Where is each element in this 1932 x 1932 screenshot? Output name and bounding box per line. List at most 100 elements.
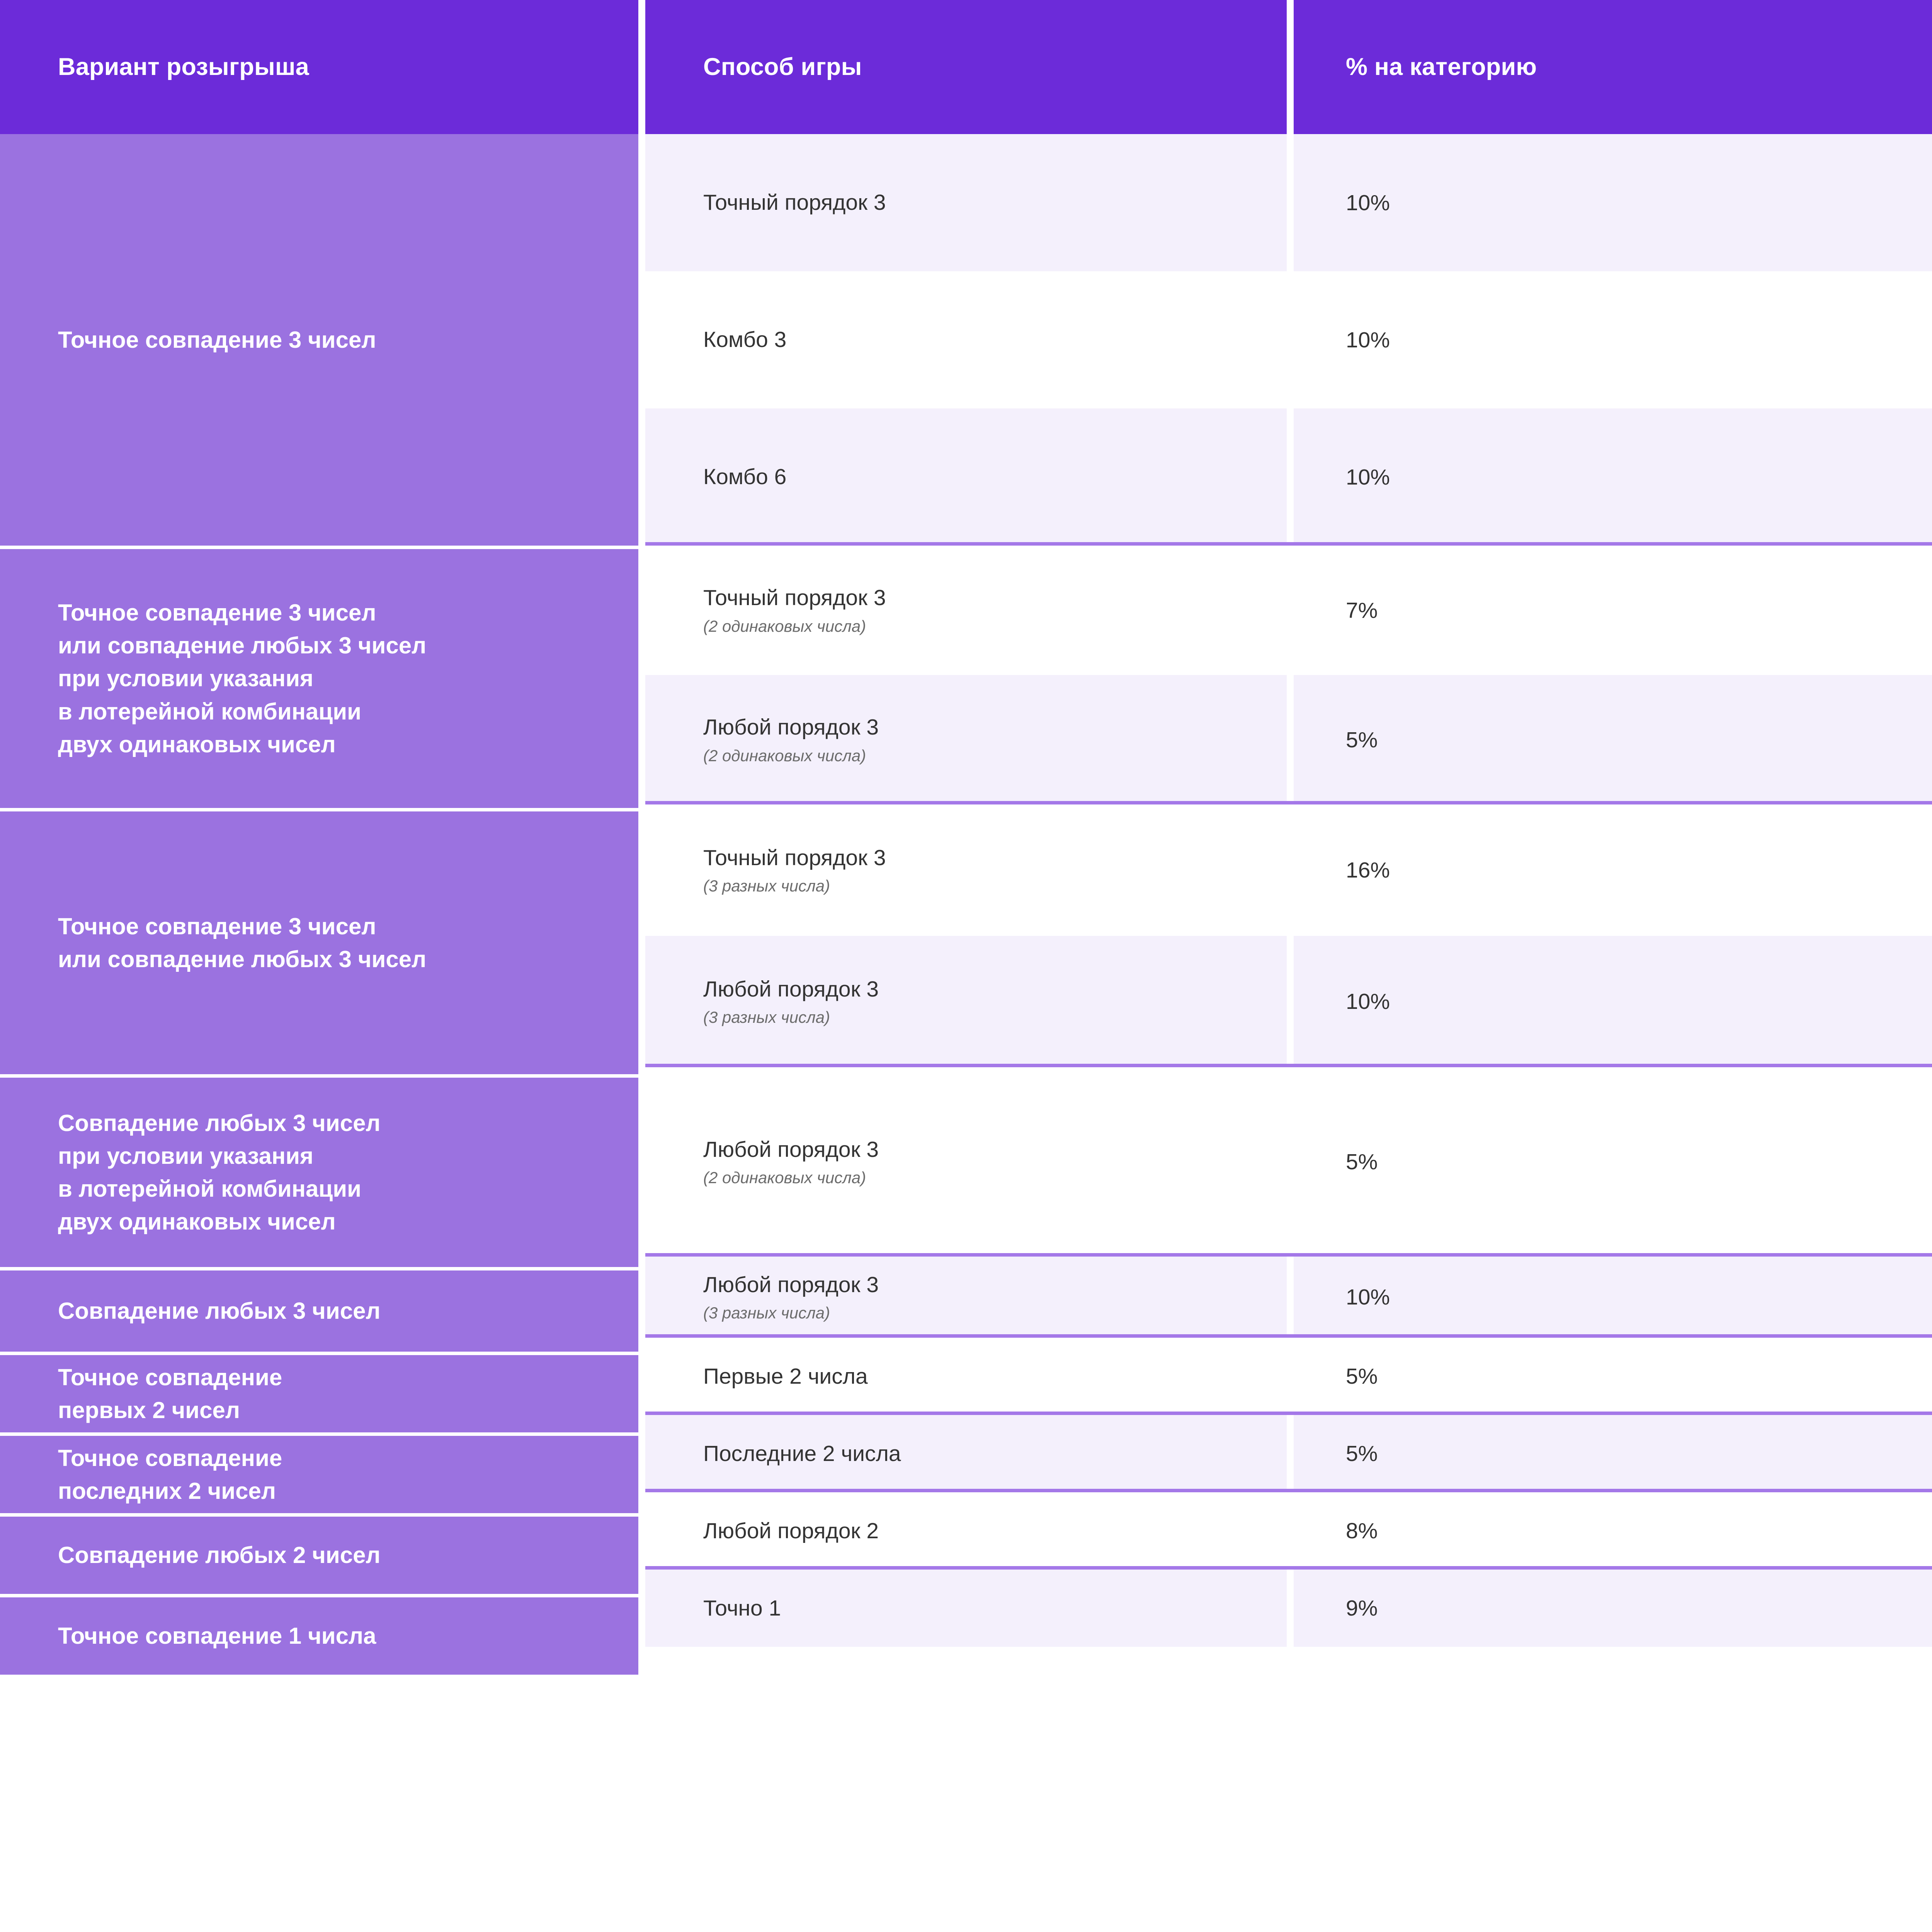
table-row: Любой порядок 3 (3 разных числа) 10% [645,1257,1932,1338]
category-cell: Совпадение любых 3 чисел [0,1270,638,1352]
category-cell: Точное совпадение первых 2 чисел [0,1355,638,1432]
method-label: Точный порядок 3 [703,585,886,611]
percent-cell: 7% [1294,546,1932,675]
method-label: Любой порядок 3 [703,976,879,1002]
cell-gutter [1287,1338,1294,1415]
method-cell: Любой порядок 3 (2 одинаковых числа) [645,675,1287,804]
method-cell: Любой порядок 2 [645,1492,1287,1570]
table-body: Точное совпадение 3 чисел Точный порядок … [0,134,1932,1932]
category-cell: Точное совпадение последних 2 чисел [0,1436,638,1513]
method-cell: Точно 1 [645,1570,1287,1647]
method-note: (3 разных числа) [703,1008,830,1026]
cell-gutter [1287,675,1294,804]
method-cell: Последние 2 числа [645,1415,1287,1492]
method-label: Комбо 3 [703,327,787,352]
category-label: Совпадение любых 2 чисел [58,1542,381,1568]
method-cell: Точный порядок 3 (2 одинаковых числа) [645,546,1287,675]
percent-value: 5% [1346,1441,1378,1466]
group-separator [645,801,1932,804]
header-label-method: Способ игры [703,53,862,81]
percent-value: 10% [1346,327,1390,352]
method-cell: Комбо 3 [645,271,1287,408]
table-row: Последние 2 числа 5% [645,1415,1932,1492]
percent-cell: 10% [1294,134,1932,271]
percent-value: 7% [1346,598,1378,623]
table-row: Любой порядок 3 (2 одинаковых числа) 5% [645,1067,1932,1257]
method-note: (2 одинаковых числа) [703,746,866,765]
percent-value: 10% [1346,464,1390,490]
cell-gutter [1287,1570,1294,1647]
category-cell: Совпадение любых 2 чисел [0,1517,638,1594]
percent-cell: 5% [1294,1067,1932,1257]
category-label: Точное совпадение последних 2 чисел [58,1445,282,1504]
method-cell: Любой порядок 3 (3 разных числа) [645,936,1287,1067]
group-separator [645,1489,1932,1492]
percent-value: 5% [1346,1364,1378,1389]
method-cell: Точный порядок 3 (3 разных числа) [645,804,1287,936]
table-row: Любой порядок 2 8% [645,1492,1932,1570]
method-label: Точный порядок 3 [703,845,886,870]
method-cell: Любой порядок 3 (2 одинаковых числа) [645,1067,1287,1257]
percent-value: 5% [1346,1150,1378,1174]
group-separator [645,1253,1932,1257]
percent-value: 10% [1346,989,1390,1014]
category-cell: Точное совпадение 1 числа [0,1597,638,1675]
table-row: Точно 1 9% [645,1570,1932,1647]
table-row: Комбо 3 10% [645,271,1932,408]
percent-cell: 5% [1294,1415,1932,1492]
percent-cell: 5% [1294,1338,1932,1415]
table-row: Комбо 6 10% [645,408,1932,546]
percent-cell: 9% [1294,1570,1932,1647]
table-row: Первые 2 числа 5% [645,1338,1932,1415]
percent-value: 8% [1346,1519,1378,1543]
header-label-percent: % на категорию [1346,53,1537,81]
percent-value: 9% [1346,1596,1378,1621]
category-label: Точное совпадение 3 чисел [58,327,376,353]
group-separator [645,1064,1932,1067]
cell-gutter [1287,134,1294,271]
method-label: Любой порядок 2 [703,1518,879,1543]
table-row: Любой порядок 3 (2 одинаковых числа) 5% [645,675,1932,804]
method-note: (2 одинаковых числа) [703,1168,866,1187]
category-label: Точное совпадение 3 чисел или совпадение… [58,600,427,757]
cell-gutter [1287,408,1294,546]
method-cell: Комбо 6 [645,408,1287,546]
group-separator [645,1334,1932,1338]
method-cell: Точный порядок 3 [645,134,1287,271]
category-label: Точное совпадение 1 числа [58,1623,376,1649]
percent-cell: 5% [1294,675,1932,804]
category-cell: Совпадение любых 3 чисел при условии ука… [0,1078,638,1267]
group-separator [645,1566,1932,1570]
percent-cell: 10% [1294,1257,1932,1338]
category-label: Совпадение любых 3 чисел при условии ука… [58,1110,381,1235]
category-label: Совпадение любых 3 чисел [58,1298,381,1324]
percent-cell: 10% [1294,408,1932,546]
percent-value: 10% [1346,190,1390,215]
percent-value: 10% [1346,1285,1390,1310]
method-label: Последние 2 числа [703,1441,901,1466]
method-label: Точно 1 [703,1595,781,1621]
table-header-row: Вариант розыгрыша Способ игры % на катег… [0,0,1932,134]
cell-gutter [1287,271,1294,408]
category-cell: Точное совпадение 3 чисел [0,134,638,546]
method-note: (3 разных числа) [703,1304,830,1322]
cell-gutter [1287,1415,1294,1492]
header-cell-percent: % на категорию [1294,0,1932,134]
cell-gutter [1287,936,1294,1067]
table-row: Любой порядок 3 (3 разных числа) 10% [645,936,1932,1067]
percent-value: 16% [1346,858,1390,883]
table-row: Точный порядок 3 10% [645,134,1932,271]
method-label: Любой порядок 3 [703,1137,879,1162]
cell-gutter [1287,1067,1294,1257]
method-label: Точный порядок 3 [703,190,886,215]
percent-cell: 8% [1294,1492,1932,1570]
method-label: Любой порядок 3 [703,1272,879,1297]
method-cell: Любой порядок 3 (3 разных числа) [645,1257,1287,1338]
percent-cell: 10% [1294,936,1932,1067]
cell-gutter [1287,1257,1294,1338]
cell-gutter [1287,804,1294,936]
percent-cell: 16% [1294,804,1932,936]
method-cell: Первые 2 числа [645,1338,1287,1415]
header-label-variant: Вариант розыгрыша [58,53,309,81]
